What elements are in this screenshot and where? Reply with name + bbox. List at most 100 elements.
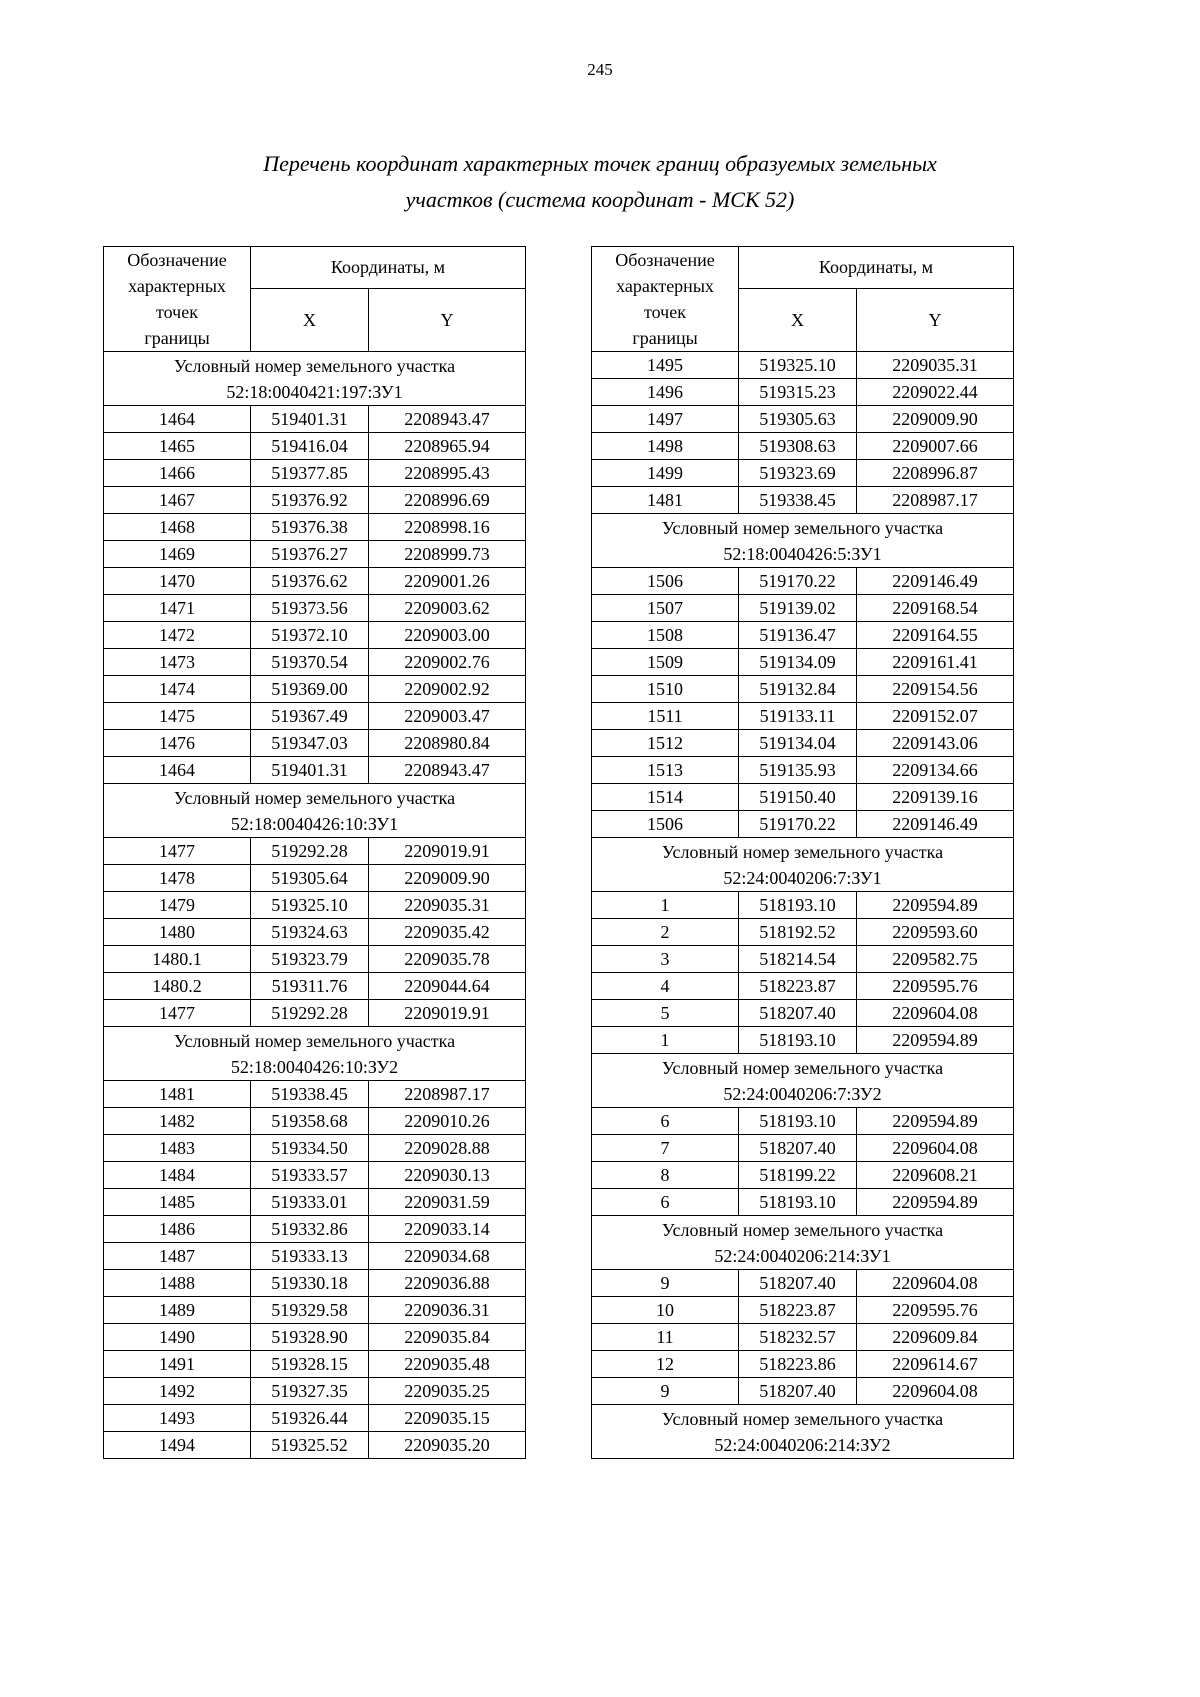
table-row: 1469 519376.27 2208999.73 xyxy=(103,540,526,568)
y-cell: 2208996.87 xyxy=(856,459,1014,487)
point-id-cell: 8 xyxy=(591,1161,739,1189)
y-cell: 2209031.59 xyxy=(368,1188,526,1216)
point-id-cell: 1466 xyxy=(103,459,251,487)
point-id-cell: 3 xyxy=(591,945,739,973)
section-title-line: 52:18:0040426:10:ЗУ1 xyxy=(230,813,399,834)
point-id-cell: 1477 xyxy=(103,837,251,865)
x-cell: 518207.40 xyxy=(738,999,857,1027)
x-cell: 519377.85 xyxy=(250,459,369,487)
section-title-line: 52:24:0040206:214:ЗУ1 xyxy=(714,1245,891,1266)
point-id-cell: 7 xyxy=(591,1134,739,1162)
point-id-cell: 1507 xyxy=(591,594,739,622)
x-cell: 519305.63 xyxy=(738,405,857,433)
y-cell: 2209019.91 xyxy=(368,999,526,1027)
table-row: 1485 519333.01 2209031.59 xyxy=(103,1188,526,1216)
y-cell: 2209152.07 xyxy=(856,702,1014,730)
point-id-cell: 1492 xyxy=(103,1377,251,1405)
table-body-right: 1495 519325.10 2209035.31 1496 519315.23 2209… xyxy=(591,351,1014,1459)
x-cell: 518193.10 xyxy=(738,891,857,919)
x-cell: 519311.76 xyxy=(250,972,369,1000)
x-cell: 519325.10 xyxy=(250,891,369,919)
x-cell: 519333.57 xyxy=(250,1161,369,1189)
x-cell: 518193.10 xyxy=(738,1026,857,1054)
y-cell: 2209035.15 xyxy=(368,1404,526,1432)
point-id-cell: 1473 xyxy=(103,648,251,676)
point-id-cell: 1482 xyxy=(103,1107,251,1135)
point-id-cell: 1469 xyxy=(103,540,251,568)
y-cell: 2208995.43 xyxy=(368,459,526,487)
y-cell: 2209030.13 xyxy=(368,1161,526,1189)
section-header: Условный номер земельного участка 52:24:0… xyxy=(591,1053,1014,1108)
x-cell: 518207.40 xyxy=(738,1269,857,1297)
x-cell: 519326.44 xyxy=(250,1404,369,1432)
table-row: 1 518193.10 2209594.89 xyxy=(591,891,1014,919)
point-id-cell: 5 xyxy=(591,999,739,1027)
point-id-cell: 1490 xyxy=(103,1323,251,1351)
point-id-cell: 1495 xyxy=(591,351,739,379)
x-cell: 519401.31 xyxy=(250,756,369,784)
y-cell: 2209028.88 xyxy=(368,1134,526,1162)
table-row: 1513 519135.93 2209134.66 xyxy=(591,756,1014,784)
y-cell: 2209154.56 xyxy=(856,675,1014,703)
section-header: Условный номер земельного участка 52:24:0… xyxy=(591,1215,1014,1270)
section-title-line: 52:18:0040426:10:ЗУ2 xyxy=(230,1056,399,1077)
point-id-cell: 1514 xyxy=(591,783,739,811)
point-id-cell: 1488 xyxy=(103,1269,251,1297)
point-id-cell: 1506 xyxy=(591,810,739,838)
y-cell: 2209604.08 xyxy=(856,999,1014,1027)
y-cell: 2209594.89 xyxy=(856,1026,1014,1054)
x-cell: 519376.62 xyxy=(250,567,369,595)
point-id-cell: 1511 xyxy=(591,702,739,730)
table-row: 1490 519328.90 2209035.84 xyxy=(103,1323,526,1351)
point-id-cell: 1474 xyxy=(103,675,251,703)
point-id-cell: 1509 xyxy=(591,648,739,676)
table-row: 1484 519333.57 2209030.13 xyxy=(103,1161,526,1189)
point-id-cell: 1506 xyxy=(591,567,739,595)
x-cell: 518192.52 xyxy=(738,918,857,946)
section-title-line: Условный номер земельного участка xyxy=(661,1057,944,1078)
point-id-cell: 1477 xyxy=(103,999,251,1027)
section-title-line: 52:24:0040206:214:ЗУ2 xyxy=(714,1434,891,1455)
y-cell: 2209594.89 xyxy=(856,1107,1014,1135)
y-cell: 2208987.17 xyxy=(368,1080,526,1108)
table-row: 1498 519308.63 2209007.66 xyxy=(591,432,1014,460)
y-cell: 2209604.08 xyxy=(856,1269,1014,1297)
x-cell: 519334.50 xyxy=(250,1134,369,1162)
table-row: 1480 519324.63 2209035.42 xyxy=(103,918,526,946)
y-cell: 2209134.66 xyxy=(856,756,1014,784)
table-row: 1464 519401.31 2208943.47 xyxy=(103,756,526,784)
point-id-cell: 1498 xyxy=(591,432,739,460)
y-cell: 2209614.67 xyxy=(856,1350,1014,1378)
table-row: 1477 519292.28 2209019.91 xyxy=(103,999,526,1027)
y-cell: 2209164.55 xyxy=(856,621,1014,649)
x-cell: 519134.09 xyxy=(738,648,857,676)
y-cell: 2209002.76 xyxy=(368,648,526,676)
x-cell: 519372.10 xyxy=(250,621,369,649)
x-cell: 519325.52 xyxy=(250,1431,369,1459)
col-header-y: Y xyxy=(368,288,526,352)
table-row: 11 518232.57 2209609.84 xyxy=(591,1323,1014,1351)
y-cell: 2209595.76 xyxy=(856,972,1014,1000)
x-cell: 519373.56 xyxy=(250,594,369,622)
table-row: 1509 519134.09 2209161.41 xyxy=(591,648,1014,676)
section-header: Условный номер земельного участка 52:18:0… xyxy=(103,783,526,838)
x-cell: 519416.04 xyxy=(250,432,369,460)
y-cell: 2209595.76 xyxy=(856,1296,1014,1324)
y-cell: 2208998.16 xyxy=(368,513,526,541)
x-cell: 518214.54 xyxy=(738,945,857,973)
y-cell: 2209035.31 xyxy=(856,351,1014,379)
col-header-coordinates: Координаты, м xyxy=(738,245,1014,290)
table-row: 1514 519150.40 2209139.16 xyxy=(591,783,1014,811)
x-cell: 519323.69 xyxy=(738,459,857,487)
point-id-cell: 2 xyxy=(591,918,739,946)
x-cell: 519327.35 xyxy=(250,1377,369,1405)
x-cell: 519330.18 xyxy=(250,1269,369,1297)
y-cell: 2209143.06 xyxy=(856,729,1014,757)
table-row: 1 518193.10 2209594.89 xyxy=(591,1026,1014,1054)
x-cell: 519370.54 xyxy=(250,648,369,676)
table-row: 1477 519292.28 2209019.91 xyxy=(103,837,526,865)
y-cell: 2209036.88 xyxy=(368,1269,526,1297)
point-id-cell: 1494 xyxy=(103,1431,251,1459)
section-header-row: Условный номер земельного участка 52:18:0… xyxy=(103,1026,526,1081)
x-cell: 518207.40 xyxy=(738,1377,857,1405)
